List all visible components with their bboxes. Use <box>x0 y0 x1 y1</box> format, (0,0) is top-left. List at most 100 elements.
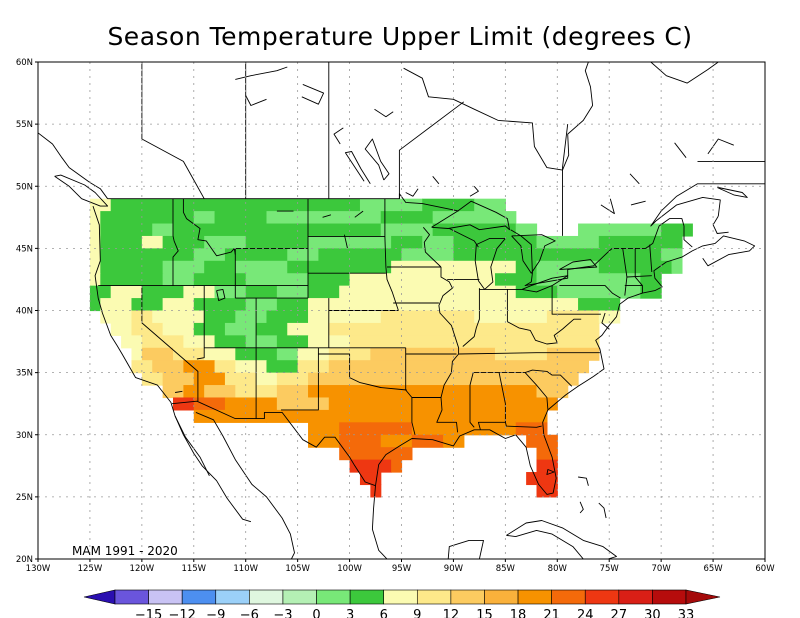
colorbar-tick-label: 18 <box>510 608 527 618</box>
boundary-line <box>650 183 765 227</box>
boundary-line <box>469 186 479 197</box>
temperature-cell <box>287 248 320 262</box>
boundary-line <box>174 415 210 477</box>
temperature-cell <box>89 235 101 249</box>
boundary-line <box>38 132 108 199</box>
boundary-line <box>343 234 348 249</box>
boundary-line <box>436 267 460 433</box>
temperature-cell <box>162 260 205 274</box>
boundary-line <box>216 288 226 302</box>
temperature-cell <box>266 310 309 324</box>
boundary-line <box>92 205 252 523</box>
temperature-cell <box>640 285 662 299</box>
temperature-cell <box>505 397 558 411</box>
colorbar-tick-label: −9 <box>206 608 225 618</box>
colorbar-tick-label: 12 <box>443 608 460 618</box>
boundary-line <box>431 200 510 231</box>
temperature-cell <box>370 422 413 436</box>
colorbar-tick-label: 33 <box>678 608 695 618</box>
temperature-cell <box>173 223 382 237</box>
temperature-cell <box>515 422 548 436</box>
temperature-cell <box>276 347 299 361</box>
temperature-cell <box>391 459 403 473</box>
temperature-cell <box>141 285 184 299</box>
temperature-cell <box>578 223 662 237</box>
temperature-cell <box>359 434 382 448</box>
boundary-line <box>354 210 364 218</box>
colorbar-tick-label: 30 <box>644 608 661 618</box>
colorbar-swatch <box>618 589 653 605</box>
temperature-cell <box>380 211 434 225</box>
temperature-cell <box>443 422 486 436</box>
lon-tick-label: 65W <box>703 564 723 574</box>
colorbar-swatch <box>551 589 586 605</box>
temperature-cell <box>494 347 548 361</box>
temperature-cell <box>671 260 683 274</box>
boundary-line <box>195 411 295 559</box>
temperature-cell <box>339 285 517 299</box>
temperature-cell <box>536 273 641 287</box>
temperature-cell <box>204 347 236 361</box>
temperature-cell <box>308 235 392 249</box>
temperature-cell <box>515 298 579 312</box>
temperature-cell <box>287 322 330 336</box>
lat-tick-label: 50N <box>16 182 33 192</box>
temperature-cell <box>391 409 475 423</box>
boundary-line <box>175 390 183 393</box>
boundary-line <box>551 285 601 315</box>
boundary-line <box>579 501 584 514</box>
colorbar-swatch <box>148 589 183 605</box>
temperature-cell <box>183 285 216 299</box>
temperature-cell <box>308 285 340 299</box>
boundary-line <box>422 227 442 268</box>
temperature-cell <box>370 372 558 386</box>
temperature-cell <box>214 211 268 225</box>
temperature-cell <box>224 322 257 336</box>
temperature-cell <box>131 347 143 361</box>
boundary-line <box>196 285 205 360</box>
boundary-line <box>462 288 480 347</box>
temperature-cell <box>380 310 475 324</box>
boundary-line <box>630 200 646 206</box>
temperature-cell <box>193 298 247 312</box>
temperature-cell <box>661 248 683 262</box>
boundary-line <box>364 138 390 181</box>
boundary-line <box>562 124 569 236</box>
axis-ticks: 130W 125W 120W 115W 110W 105W 100W 95W 90W 85W 80W… <box>16 58 775 574</box>
temperature-cell <box>245 335 278 349</box>
temperature-cell <box>349 459 392 473</box>
boundary-line <box>384 198 399 311</box>
boundary-line <box>333 127 344 145</box>
colorbar: −15 −12 −9 −6 −3 0 3 6 9 12 15 18 21 24 27 30 33 <box>83 589 721 618</box>
lon-tick-label: 100W <box>337 564 362 574</box>
temperature-cell <box>598 235 683 249</box>
temperature-cell <box>204 385 236 399</box>
boundary-line <box>432 176 440 185</box>
temperature-cell <box>536 260 600 274</box>
boundary-line <box>598 502 607 519</box>
temperature-cell <box>193 211 216 225</box>
boundary-line <box>674 142 687 158</box>
colorbar-tick-label: 27 <box>611 608 628 618</box>
temperature-cell <box>235 310 268 324</box>
colorbar-tick-label: 6 <box>380 608 388 618</box>
temperature-cell <box>141 335 184 349</box>
temperature-cell <box>245 298 278 312</box>
temperature-cell <box>214 409 268 423</box>
boundary-line <box>141 285 199 402</box>
boundary-line <box>717 187 748 198</box>
temperature-cell <box>100 273 164 287</box>
temperature-cell <box>287 260 392 274</box>
temperature-cell <box>453 235 538 249</box>
temperature-cell <box>557 285 641 299</box>
temperature-cell <box>339 447 392 461</box>
lon-tick-label: 75W <box>600 564 620 574</box>
temperature-cell <box>515 223 538 237</box>
temperature-cell <box>110 322 133 336</box>
temperature-cell <box>391 447 413 461</box>
lat-tick-label: 45N <box>16 244 33 254</box>
temperature-cell <box>422 235 455 249</box>
temperature-cell <box>162 298 195 312</box>
temperature-cell <box>193 372 226 386</box>
temperature-cell <box>546 310 600 324</box>
